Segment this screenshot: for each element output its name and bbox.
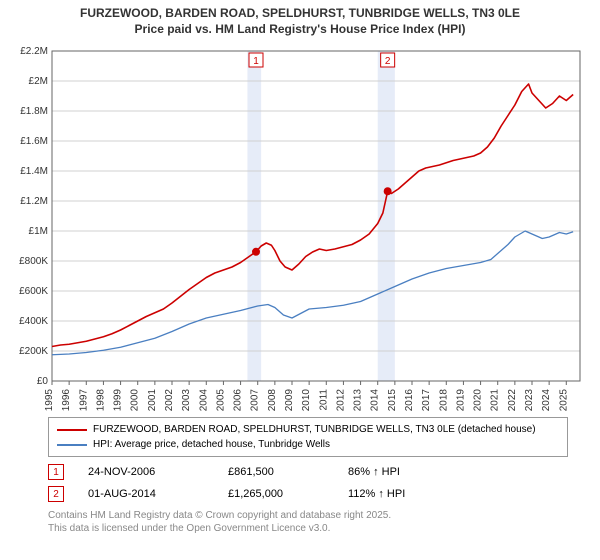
svg-text:1995: 1995 <box>44 389 55 411</box>
svg-text:2019: 2019 <box>455 389 466 411</box>
svg-text:2004: 2004 <box>198 389 209 411</box>
svg-text:2010: 2010 <box>301 389 312 411</box>
svg-text:2000: 2000 <box>130 389 141 411</box>
svg-text:2006: 2006 <box>233 389 244 411</box>
legend: FURZEWOOD, BARDEN ROAD, SPELDHURST, TUNB… <box>48 417 568 457</box>
chart-svg: £0 £200K £400K £600K £800K £1M £1.2M £1.4M £1.6M… <box>8 41 592 411</box>
event-pct: 112% ↑ HPI <box>348 488 468 500</box>
svg-text:1: 1 <box>253 56 259 67</box>
svg-text:2014: 2014 <box>370 389 381 411</box>
svg-text:2023: 2023 <box>524 389 535 411</box>
event-marker-icon: 1 <box>48 464 64 480</box>
legend-label-2: HPI: Average price, detached house, Tunb… <box>93 437 330 452</box>
title-line1: FURZEWOOD, BARDEN ROAD, SPELDHURST, TUNB… <box>8 6 592 22</box>
footer-line1: Contains HM Land Registry data © Crown c… <box>48 509 592 522</box>
event-pct: 86% ↑ HPI <box>348 466 468 478</box>
chart-area: £0 £200K £400K £600K £800K £1M £1.2M £1.4M £1.6M… <box>8 41 592 411</box>
svg-text:1999: 1999 <box>113 389 124 411</box>
svg-text:£800K: £800K <box>19 256 48 267</box>
svg-text:2021: 2021 <box>490 389 501 411</box>
svg-text:2022: 2022 <box>507 389 518 411</box>
svg-text:2012: 2012 <box>335 389 346 411</box>
svg-text:£400K: £400K <box>19 316 48 327</box>
events-table: 1 24-NOV-2006 £861,500 86% ↑ HPI 2 01-AU… <box>48 461 568 505</box>
title-line2: Price paid vs. HM Land Registry's House … <box>8 22 592 38</box>
footer: Contains HM Land Registry data © Crown c… <box>48 509 592 535</box>
svg-text:2007: 2007 <box>250 389 261 411</box>
svg-text:1998: 1998 <box>95 389 106 411</box>
svg-text:2008: 2008 <box>267 389 278 411</box>
svg-text:2005: 2005 <box>215 389 226 411</box>
svg-text:2009: 2009 <box>284 389 295 411</box>
svg-text:2003: 2003 <box>181 389 192 411</box>
legend-swatch-2 <box>57 444 87 446</box>
svg-text:2002: 2002 <box>164 389 175 411</box>
legend-label-1: FURZEWOOD, BARDEN ROAD, SPELDHURST, TUNB… <box>93 422 536 437</box>
svg-text:2018: 2018 <box>438 389 449 411</box>
svg-text:£2.2M: £2.2M <box>20 46 48 57</box>
event-date: 01-AUG-2014 <box>88 488 228 500</box>
svg-text:2015: 2015 <box>387 389 398 411</box>
svg-text:£1M: £1M <box>29 226 48 237</box>
svg-text:2025: 2025 <box>558 389 569 411</box>
svg-text:2013: 2013 <box>353 389 364 411</box>
svg-text:£1.2M: £1.2M <box>20 196 48 207</box>
svg-text:1996: 1996 <box>61 389 72 411</box>
svg-text:2: 2 <box>385 56 391 67</box>
chart-title: FURZEWOOD, BARDEN ROAD, SPELDHURST, TUNB… <box>8 6 592 37</box>
svg-text:£2M: £2M <box>29 76 48 87</box>
legend-row-1: FURZEWOOD, BARDEN ROAD, SPELDHURST, TUNB… <box>57 422 559 437</box>
svg-text:2001: 2001 <box>147 389 158 411</box>
event-date: 24-NOV-2006 <box>88 466 228 478</box>
svg-text:£1.4M: £1.4M <box>20 166 48 177</box>
legend-row-2: HPI: Average price, detached house, Tunb… <box>57 437 559 452</box>
event-marker-icon: 2 <box>48 486 64 502</box>
event-price: £1,265,000 <box>228 488 348 500</box>
legend-swatch-1 <box>57 429 87 431</box>
svg-text:£1.8M: £1.8M <box>20 106 48 117</box>
svg-text:£0: £0 <box>37 376 49 387</box>
svg-text:£600K: £600K <box>19 286 48 297</box>
svg-text:£1.6M: £1.6M <box>20 136 48 147</box>
svg-text:£200K: £200K <box>19 346 48 357</box>
svg-text:1997: 1997 <box>78 389 89 411</box>
svg-text:2020: 2020 <box>473 389 484 411</box>
event-row: 2 01-AUG-2014 £1,265,000 112% ↑ HPI <box>48 483 568 505</box>
event-price: £861,500 <box>228 466 348 478</box>
svg-text:2011: 2011 <box>318 389 329 411</box>
footer-line2: This data is licensed under the Open Gov… <box>48 522 592 535</box>
svg-text:2024: 2024 <box>541 389 552 411</box>
event-row: 1 24-NOV-2006 £861,500 86% ↑ HPI <box>48 461 568 483</box>
svg-text:2016: 2016 <box>404 389 415 411</box>
svg-text:2017: 2017 <box>421 389 432 411</box>
